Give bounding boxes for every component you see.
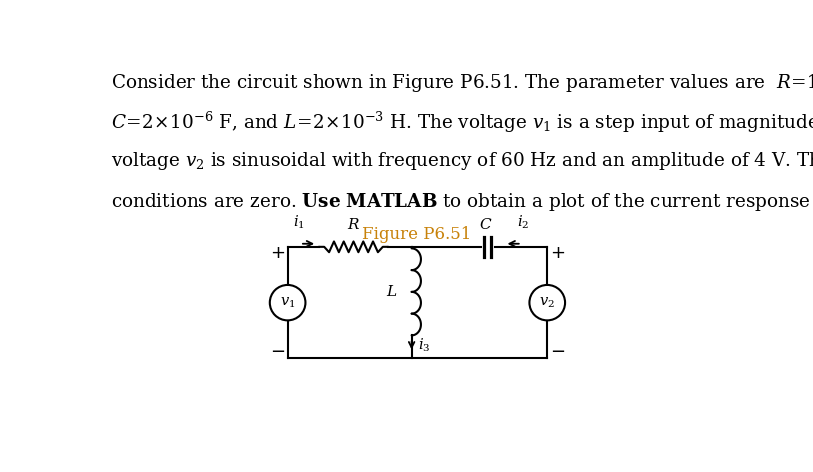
Text: $i_3$: $i_3$ [418,337,430,354]
Text: Figure P6.51: Figure P6.51 [363,226,472,243]
Circle shape [270,285,306,320]
Text: $C\!=\!2\!\times\!10^{-6}$ F, and $L\!=\!2\!\times\!10^{-3}$ H. The voltage $v_1: $C\!=\!2\!\times\!10^{-6}$ F, and $L\!=\… [111,110,813,135]
Text: $v_2$: $v_2$ [539,295,555,310]
Text: +: + [270,244,285,262]
Text: $R$: $R$ [347,217,360,232]
Text: $i_1$: $i_1$ [293,214,305,231]
Circle shape [529,285,565,320]
Text: Consider the circuit shown in Figure P6.51. The parameter values are  $R\!=\!10^: Consider the circuit shown in Figure P6.… [111,70,813,95]
Text: $i_2$: $i_2$ [517,214,529,231]
Text: −: − [550,343,565,362]
Text: +: + [550,244,565,262]
Text: conditions are zero. $\mathbf{Use\ MATLAB}$ to obtain a plot of the current resp: conditions are zero. $\mathbf{Use\ MATLA… [111,190,813,213]
Text: $C$: $C$ [480,217,493,232]
Text: $L$: $L$ [386,284,398,299]
Text: voltage $v_2$ is sinusoidal with frequency of 60 Hz and an amplitude of 4 V. The: voltage $v_2$ is sinusoidal with frequen… [111,150,813,172]
Text: −: − [270,343,285,362]
Text: $v_1$: $v_1$ [280,295,295,310]
